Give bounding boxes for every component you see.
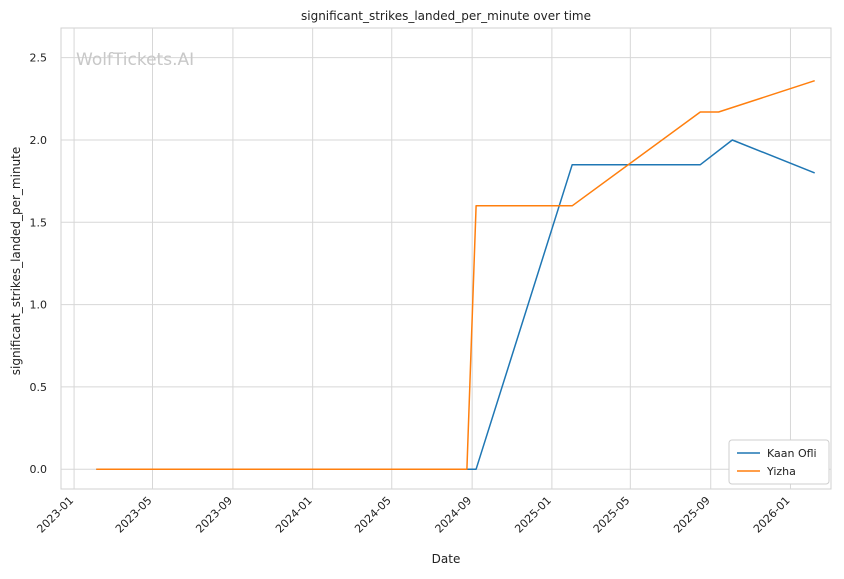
x-tick-label: 2023-01 [34,494,76,536]
x-tick-label: 2024-01 [273,494,315,536]
y-tick-label: 1.5 [30,216,48,229]
x-tick-label: 2026-01 [751,494,793,536]
watermark-text: WolfTickets.AI [76,50,194,70]
grid-lines [61,28,831,489]
y-tick-label: 2.5 [30,52,48,65]
y-axis-label: significant_strikes_landed_per_minute [9,147,23,376]
x-tick-label: 2025-01 [512,494,554,536]
x-tick-label: 2025-09 [671,494,713,536]
plot-area [60,27,832,490]
legend: Kaan Ofli Yizha [728,439,830,485]
x-tick-label: 2025-05 [591,494,633,536]
y-tick-label: 2.0 [30,134,48,147]
x-tick-label: 2024-09 [433,494,475,536]
y-tick-label: 1.0 [30,299,48,312]
legend-label-kaan-ofli: Kaan Ofli [767,447,817,460]
x-tick-label: 2023-09 [193,494,235,536]
x-tick-label: 2023-05 [113,494,155,536]
x-tick-label: 2024-05 [352,494,394,536]
y-tick-label: 0.5 [30,381,48,394]
series-line-yizha [96,79,815,470]
series-lines [96,79,815,470]
y-tick-label: 0.0 [30,463,48,476]
legend-label-yizha: Yizha [766,465,796,478]
chart-title: significant_strikes_landed_per_minute ov… [301,9,591,23]
x-axis-label: Date [432,552,461,566]
legend-box [728,439,830,485]
